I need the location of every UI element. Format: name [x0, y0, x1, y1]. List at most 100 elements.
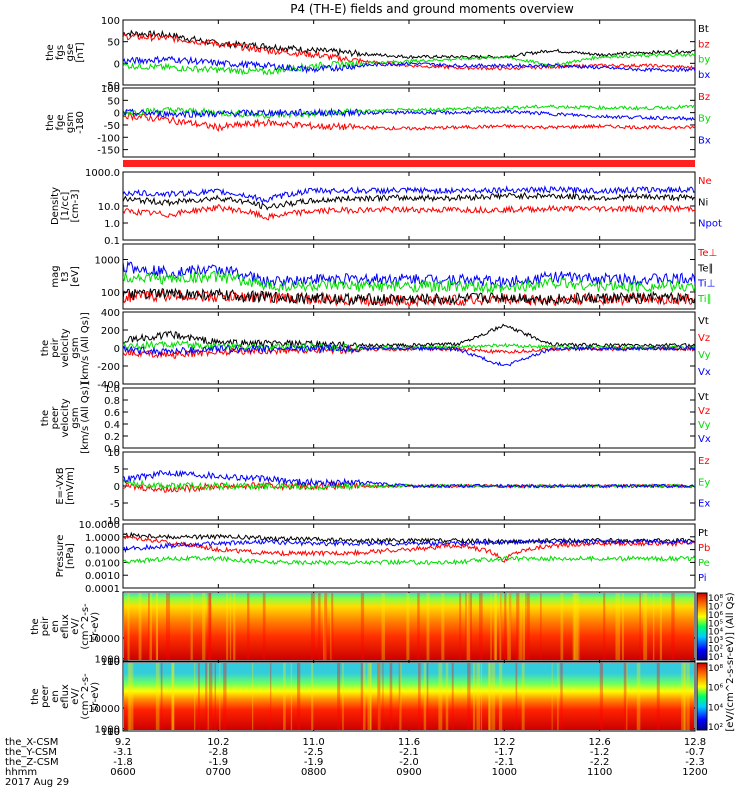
panel-frame [122, 87, 696, 158]
spectrogram-stripe [251, 663, 254, 730]
legend-Bt: Bt [698, 24, 709, 35]
y-tick-label: 0.2 [104, 432, 120, 443]
spectrogram-stripe [423, 663, 427, 730]
y-tick-label: 200 [101, 326, 120, 337]
y-tick-label: 0.8 [104, 396, 120, 407]
y-tick-label: 50 [107, 96, 120, 107]
spectrogram-stripe [202, 593, 206, 660]
spectrogram-stripe [560, 663, 563, 730]
legend-Ti∥: Ti∥ [697, 294, 712, 305]
x-tick-label: -2.1 [495, 757, 515, 768]
ylabel-line: [nT] [75, 42, 86, 62]
series-Ti⊥ [123, 260, 695, 289]
colorbar-tick: 10⁴ [708, 703, 723, 713]
ylabel-line: peir [40, 616, 51, 636]
x-tick-label: -0.7 [685, 747, 705, 758]
spectrogram-stripe [381, 593, 385, 660]
spectrogram-stripe [417, 593, 420, 660]
spectrogram-stripe [686, 663, 690, 730]
ylabel-line: fge [55, 114, 66, 130]
y-tick-label: 0 [114, 482, 120, 493]
y-tick-label: -100 [97, 133, 120, 144]
legend-Ex: Ex [698, 499, 710, 510]
spectrogram-stripe [465, 593, 467, 660]
legend-Vz: Vz [698, 406, 710, 417]
y-tick-label: -10 [104, 516, 120, 527]
ylabel-line: [nPa] [65, 543, 76, 569]
colorbar-label: [eV/(cm^2-s-sr-eV)] (All Qs) [725, 592, 736, 731]
legend-Vz: Vz [698, 333, 710, 344]
y-tick-label: 100 [101, 657, 120, 668]
series-Bz [123, 111, 695, 132]
y-tick-label: -50 [104, 121, 120, 132]
legend-Vt: Vt [698, 392, 709, 403]
spectrogram-stripe [363, 663, 366, 730]
spectrogram-stripe [389, 663, 393, 730]
y-tick-label: -50 [104, 81, 120, 92]
ylabel-line: [km/s (All Qs)] [80, 312, 91, 384]
spectrogram-stripe [515, 663, 518, 730]
y-tick-label: 10.0 [98, 202, 120, 213]
y-tick-label: 1.0000 [85, 533, 120, 544]
spectrogram-stripe [617, 593, 620, 660]
x-tick-label: -1.9 [304, 757, 324, 768]
x-tick-label: 0800 [301, 767, 326, 778]
spectrogram-stripe [330, 593, 332, 660]
spectrogram [124, 663, 694, 730]
ylabel-line: velocity [60, 328, 71, 367]
legend-By: By [698, 114, 711, 125]
ylabel-line: peer [40, 684, 51, 708]
spectrogram-stripe [209, 593, 212, 660]
legend-Te∥: Te∥ [697, 263, 714, 274]
x-tick-label: -2.3 [685, 757, 705, 768]
x-tick-label: 1000 [492, 767, 517, 778]
spectrogram-stripe [643, 593, 648, 660]
spectrogram-stripe [149, 593, 153, 660]
x-tick-label: -2.8 [209, 747, 229, 758]
ylabel-line: the [40, 410, 51, 426]
spectrogram-stripe [522, 593, 525, 660]
spectrogram-stripe [576, 593, 580, 660]
spectrogram-stripe [623, 663, 627, 730]
ylabel-line: eV/ [70, 618, 81, 635]
ylabel-line: gsm [65, 112, 76, 133]
y-tick-label: 0 [114, 344, 120, 355]
spectrogram-stripe [441, 593, 445, 660]
spectrogram-stripe [399, 663, 402, 730]
spectrogram-stripe [283, 663, 286, 730]
spectrogram-stripe [198, 663, 200, 730]
panel-peir_spec: the peir en eflux eV/(cm^2-s-sr-eV)10000 1000… [30, 591, 723, 668]
xaxis-row-label: hhmm [5, 767, 37, 778]
spectrogram-stripe [508, 593, 512, 660]
spectrogram-stripe [573, 593, 578, 660]
x-tick-label: 12.2 [493, 737, 515, 748]
spectrogram-stripe [499, 593, 502, 660]
ylabel-line: gsm [70, 337, 81, 358]
spectrogram-stripe [603, 593, 606, 660]
panel-temp: mag t3 [eV] 1000 100 Te⊥ Te∥ Ti⊥ Ti∥ [50, 243, 717, 310]
spectrogram-stripe [205, 663, 208, 730]
spectrogram-stripe [572, 593, 576, 660]
y-tick-label: 5 [114, 465, 120, 476]
ylabel-line: mag [50, 265, 61, 287]
legend-Pt: Pt [698, 528, 708, 539]
spectrogram-stripe [599, 663, 604, 730]
legend-Vy: Vy [698, 350, 711, 361]
colorbar-tick: 10⁷ [708, 602, 723, 612]
spectrogram-stripe [681, 663, 684, 730]
spectrogram-stripe [229, 593, 232, 660]
x-tick-label: 0700 [206, 767, 231, 778]
spectrogram-stripe [557, 663, 559, 730]
y-tick-label: 0.0001 [85, 584, 120, 595]
colorbar-tick: 10¹ [708, 653, 723, 663]
legend-Ti⊥: Ti⊥ [697, 279, 715, 290]
spectrogram-stripe [337, 663, 341, 730]
ylabel-line: t3 [60, 271, 71, 281]
legend-bz: bz [698, 39, 710, 50]
series-Bt [123, 29, 695, 60]
series-Vx [123, 343, 695, 367]
y-tick-label: -400 [97, 380, 120, 391]
series-Ti∥ [123, 269, 695, 294]
spectrogram-stripe [219, 663, 221, 730]
y-tick-label: 10000 [88, 634, 120, 645]
